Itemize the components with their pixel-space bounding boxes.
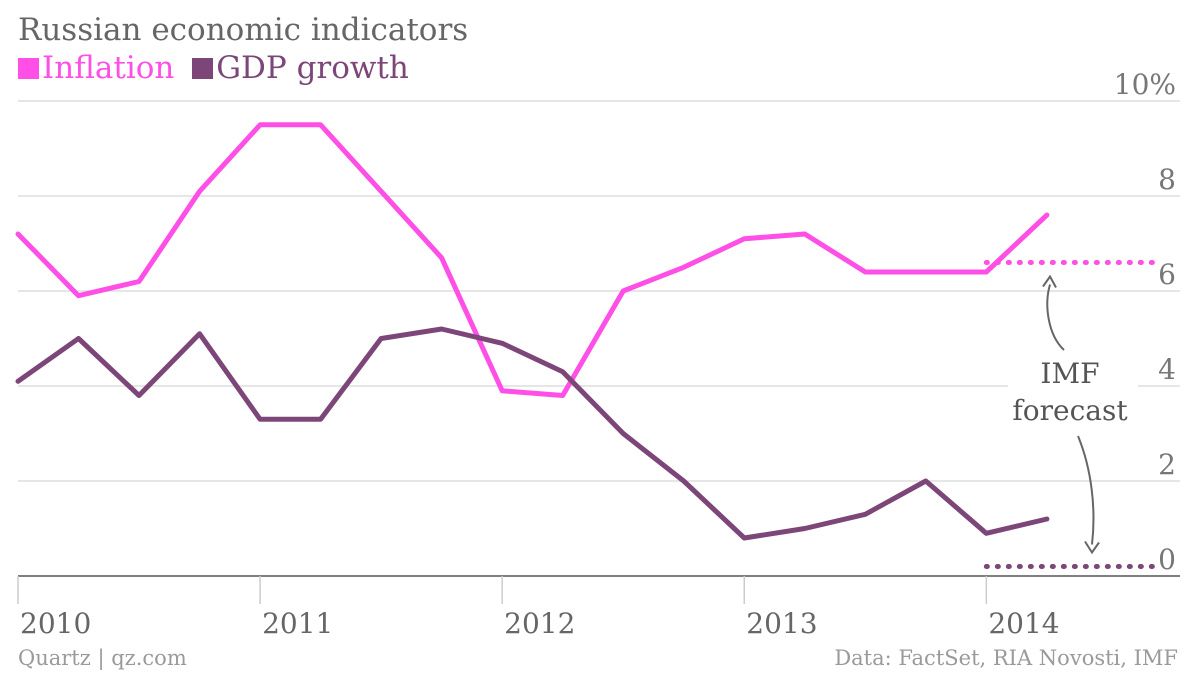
y-tick-label-0: 0 (1158, 543, 1176, 576)
x-tick-label-2013: 2013 (746, 607, 817, 640)
x-tick-label-2014: 2014 (988, 607, 1059, 640)
annotation-label-line-2: forecast (1012, 394, 1128, 427)
annotation-arrowhead-up (1042, 274, 1057, 288)
y-tick-label-10: 10% (1114, 68, 1176, 101)
legend: Inflation GDP growth (18, 50, 417, 86)
data-source: Data: FactSet, RIA Novosti, IMF (834, 646, 1178, 670)
chart-title: Russian economic indicators (18, 12, 469, 48)
x-tick-label-2010: 2010 (20, 607, 91, 640)
legend-label-gdp: GDP growth (216, 50, 409, 86)
legend-swatch-gdp (192, 58, 214, 79)
series-line-gdp-growth (15, 326, 1050, 541)
y-tick-label-2: 2 (1158, 448, 1176, 481)
legend-item-gdp: GDP growth (192, 50, 409, 86)
annotation-arrowhead-down (1084, 540, 1100, 555)
y-tick-label-6: 6 (1158, 258, 1176, 291)
annotation-arrow-down (1077, 435, 1095, 545)
axes: 0 2 4 6 8 10% 2010 2011 2012 2013 2014 (17, 68, 1180, 640)
series-line-inflation (15, 122, 1050, 398)
legend-swatch-inflation (18, 58, 39, 79)
x-tick-label-2011: 2011 (262, 607, 333, 640)
series-lines (15, 122, 1159, 569)
annotation-arrow-up (1046, 284, 1065, 351)
annotations: IMF forecast (1008, 274, 1138, 555)
y-tick-label-4: 4 (1158, 353, 1176, 386)
gridlines (18, 100, 1180, 482)
annotation-label-line-1: IMF (1040, 357, 1099, 390)
source-credit: Quartz | qz.com (18, 646, 187, 670)
annotation-bg (1008, 350, 1138, 434)
legend-item-inflation: Inflation (18, 50, 184, 86)
legend-label-inflation: Inflation (42, 50, 175, 86)
x-tick-label-2012: 2012 (504, 607, 575, 640)
y-tick-label-8: 8 (1158, 163, 1176, 196)
